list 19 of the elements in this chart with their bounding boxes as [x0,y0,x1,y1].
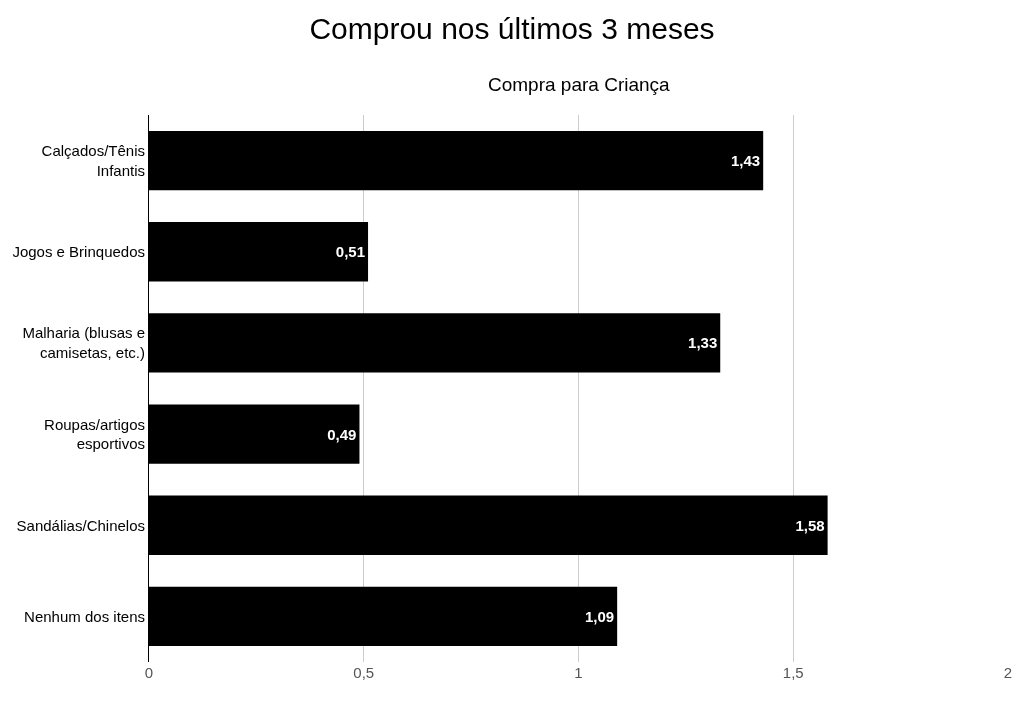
y-tick-label: Jogos e Brinquedos [12,243,145,260]
x-tick-label: 0,5 [353,664,375,681]
data-label: 1,33 [688,334,718,352]
y-tick-label: Nenhum dos itens [24,607,145,625]
y-tick-label: Calçados/Tênis Infantis [41,142,145,179]
chart-title: Comprou nos últimos 3 meses [309,11,715,45]
data-label: 1,43 [730,152,761,170]
data-label: 1,58 [795,516,825,534]
x-tick-label: 0 [144,664,154,681]
x-tick-label: 1 [574,664,583,681]
x-tick-label: 1,5 [782,664,804,681]
y-tick-label: Malharia (blusas e camisetas, etc.) [22,324,145,361]
data-label: 0,49 [327,425,357,443]
y-tick-label: Roupas/artigos esportivos [44,415,145,453]
data-label: 1,09 [584,607,615,625]
y-tick-label: Sandálias/Chinelos [16,516,145,534]
data-label: 0,51 [335,243,366,261]
x-tick-label: 2 [1003,664,1013,681]
chart-subtitle: Compra para Criança [488,74,671,95]
